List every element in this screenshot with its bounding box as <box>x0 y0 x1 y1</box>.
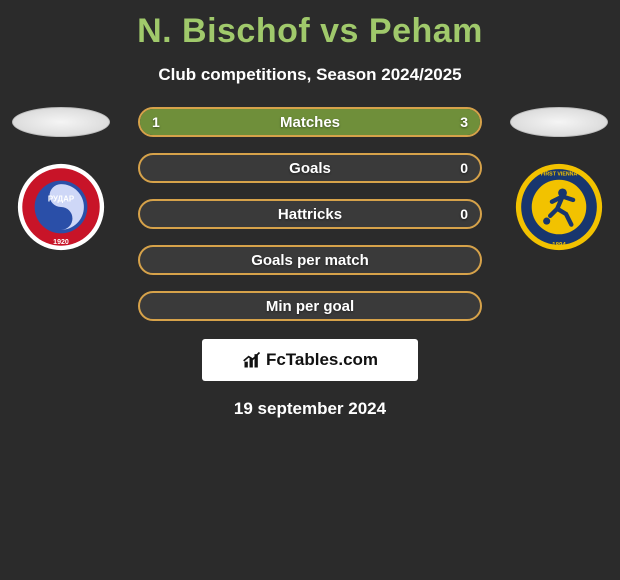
stat-label: Min per goal <box>266 298 354 315</box>
stat-bars: 1 3 Matches 0 Goals 0 Hattricks Goals per match… <box>138 107 482 321</box>
date-label: 19 september 2024 <box>0 399 620 419</box>
bar-chart-icon <box>242 350 262 370</box>
stat-value-left: 1 <box>152 114 160 130</box>
svg-text:РУДАР: РУДАР <box>48 195 74 204</box>
player-right-column: FIRST VIENNA 1894 <box>504 107 614 251</box>
player-left-column: РУДАР 1920 <box>6 107 116 251</box>
comparison-content: РУДАР 1920 FIRST VIENNA 1894 1 3 Matches 0 Goa… <box>0 107 620 419</box>
svg-text:1894: 1894 <box>552 242 566 249</box>
player-right-avatar <box>510 107 608 137</box>
stat-bar: Goals per match <box>138 245 482 275</box>
page-title: N. Bischof vs Peham <box>0 0 620 51</box>
stat-label: Goals <box>289 160 331 177</box>
stat-value-right: 3 <box>460 114 468 130</box>
rudar-pljevlja-badge: РУДАР 1920 <box>17 163 105 251</box>
stat-label: Goals per match <box>251 252 369 269</box>
logo-text: FcTables.com <box>266 350 378 370</box>
stat-bar: 1 3 Matches <box>138 107 482 137</box>
stat-bar: 0 Hattricks <box>138 199 482 229</box>
svg-text:FIRST VIENNA: FIRST VIENNA <box>541 171 578 177</box>
fctables-logo: FcTables.com <box>202 339 418 381</box>
stat-fill-right <box>225 109 480 135</box>
stat-label: Hattricks <box>278 206 342 223</box>
stat-value-right: 0 <box>460 160 468 176</box>
stat-bar: Min per goal <box>138 291 482 321</box>
stat-label: Matches <box>280 114 340 131</box>
stat-value-right: 0 <box>460 206 468 222</box>
stat-bar: 0 Goals <box>138 153 482 183</box>
subtitle: Club competitions, Season 2024/2025 <box>0 65 620 85</box>
svg-text:1920: 1920 <box>53 239 69 246</box>
first-vienna-badge: FIRST VIENNA 1894 <box>515 163 603 251</box>
player-left-avatar <box>12 107 110 137</box>
